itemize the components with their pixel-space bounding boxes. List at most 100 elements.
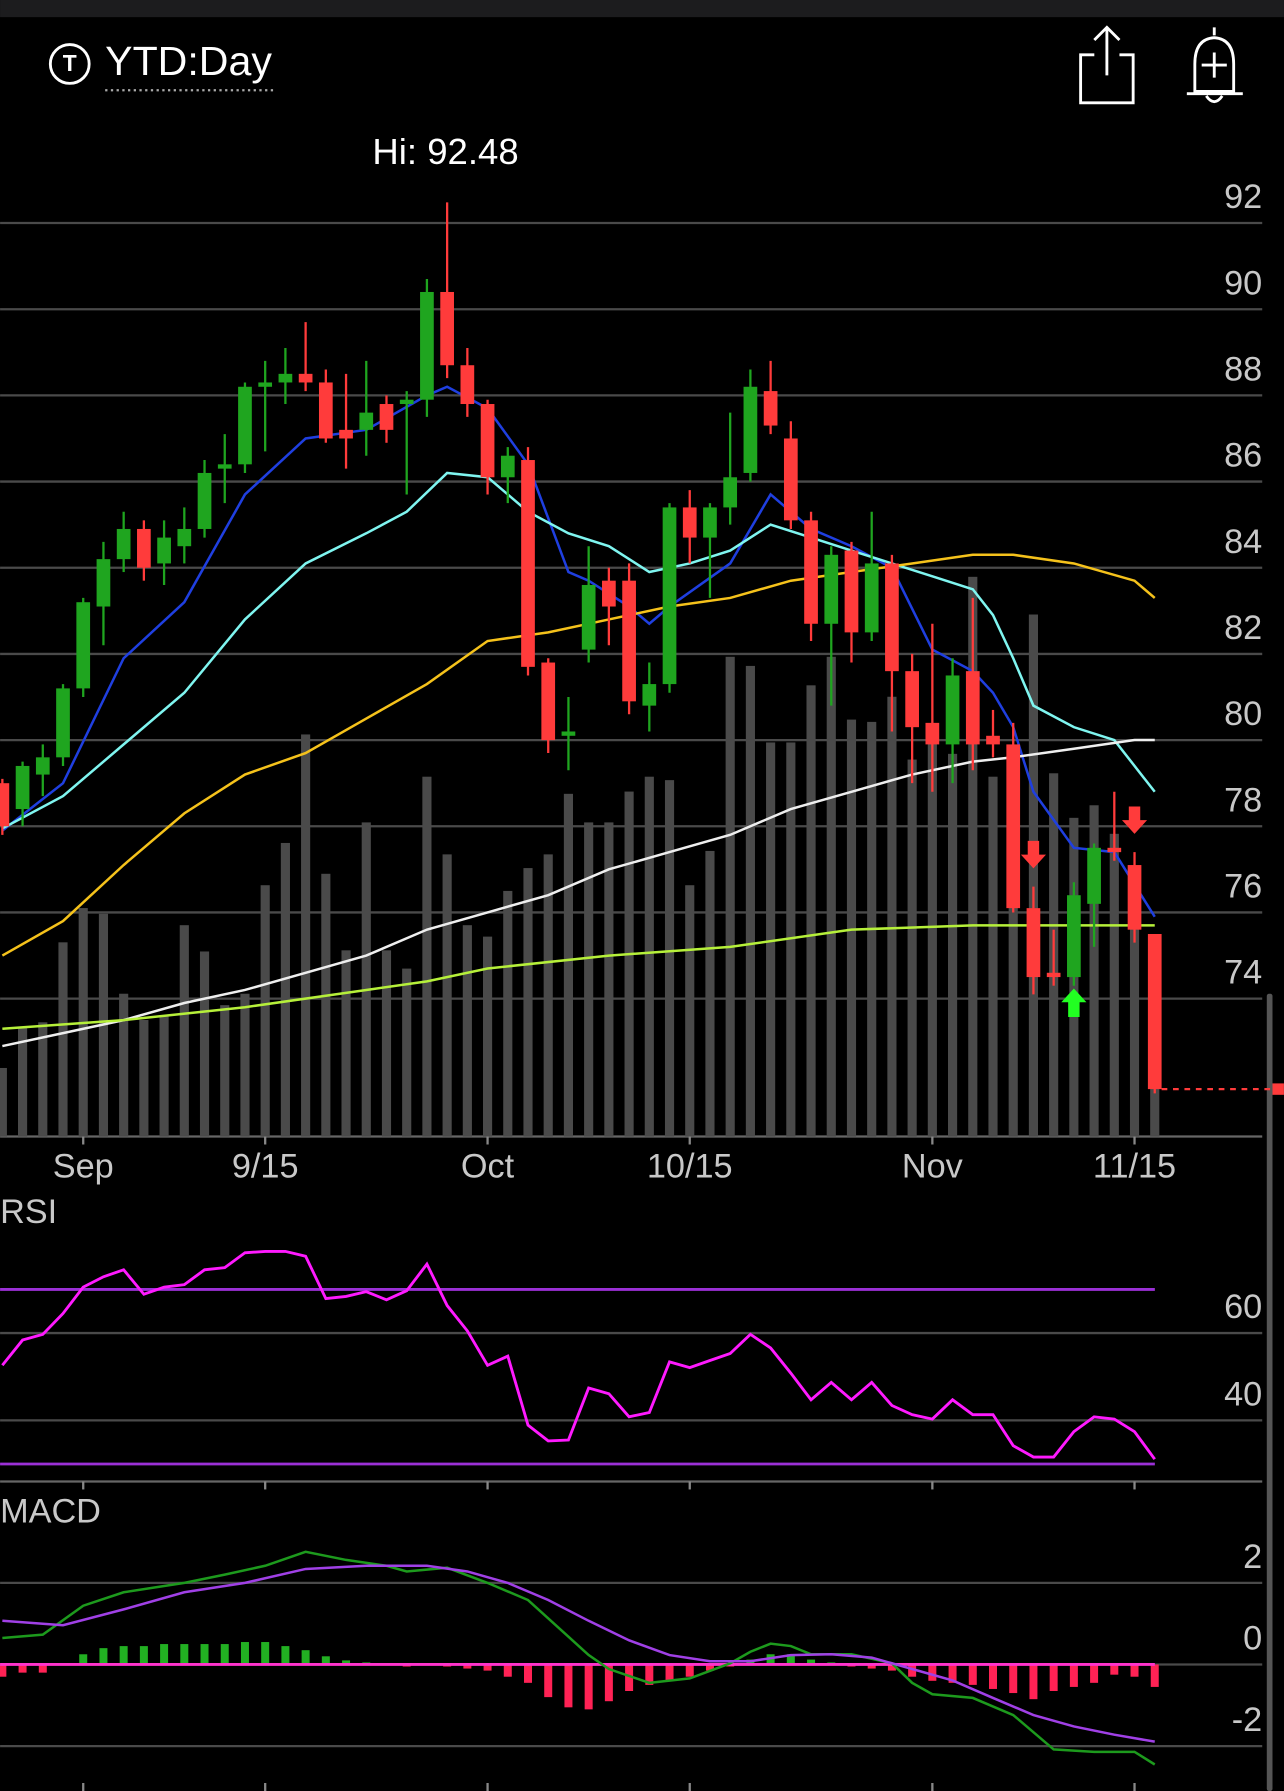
histogram-bar xyxy=(139,1646,148,1665)
histogram-bar xyxy=(342,1660,351,1665)
candle-body xyxy=(298,373,313,383)
volume-bar xyxy=(766,742,776,1137)
candle-body xyxy=(480,404,495,478)
volume-bar xyxy=(503,890,513,1137)
candle-body xyxy=(541,662,556,741)
volume-bar xyxy=(18,1027,28,1137)
candle-body xyxy=(379,404,394,430)
indicator-line xyxy=(2,924,1155,1031)
histogram-bar xyxy=(1090,1664,1099,1683)
volume-bar xyxy=(745,665,755,1137)
last-price-tag xyxy=(1272,1083,1284,1095)
volume-bar xyxy=(442,854,452,1137)
histogram-bar xyxy=(604,1664,613,1702)
y-tick-label: 40 xyxy=(1224,1375,1262,1413)
histogram-bar xyxy=(160,1644,169,1665)
volume-bar xyxy=(1008,799,1018,1137)
volume-bar xyxy=(199,951,210,1137)
volume-bar xyxy=(624,791,634,1137)
volume-bar xyxy=(604,822,614,1137)
candle-body xyxy=(15,765,30,810)
candle-body xyxy=(642,684,657,706)
candle-body xyxy=(783,438,798,521)
candle-body xyxy=(763,391,778,426)
y-tick-label: 80 xyxy=(1224,695,1262,733)
indicator-line xyxy=(2,1550,1156,1766)
candle-body xyxy=(1087,847,1101,904)
candle-body xyxy=(258,382,273,387)
histogram-bar xyxy=(928,1664,937,1681)
volume-bar xyxy=(1150,1053,1160,1137)
histogram-bar xyxy=(1029,1664,1038,1700)
histogram-bar xyxy=(807,1659,816,1665)
timeframe-label[interactable]: YTD:Day xyxy=(105,38,272,84)
share-button[interactable] xyxy=(1079,25,1135,105)
volume-bar xyxy=(402,968,412,1137)
volume-bar xyxy=(948,753,958,1137)
volume-bar xyxy=(685,885,695,1137)
candle-body xyxy=(521,460,535,667)
volume-bar xyxy=(260,885,270,1137)
histogram-bar xyxy=(463,1664,472,1669)
candle-body xyxy=(602,580,616,607)
histogram-bar xyxy=(18,1664,27,1673)
candle-body xyxy=(137,528,151,568)
histogram-bar xyxy=(38,1664,47,1673)
candle-body xyxy=(965,671,980,745)
histogram-bar xyxy=(1069,1664,1078,1687)
histogram-bar xyxy=(544,1664,553,1698)
timeframe-button[interactable]: T YTD:Day xyxy=(48,38,275,92)
candle-body xyxy=(157,537,171,564)
histogram-bar xyxy=(665,1664,674,1681)
volume-bar xyxy=(664,780,675,1137)
x-tick-label: Sep xyxy=(53,1148,114,1186)
histogram-bar xyxy=(685,1664,694,1677)
candle-body xyxy=(116,528,131,560)
volume-bar xyxy=(1129,873,1140,1137)
candle-body xyxy=(238,386,252,465)
share-arrow xyxy=(1093,25,1121,76)
y-tick-label: 84 xyxy=(1224,523,1262,561)
candle-body xyxy=(440,291,454,366)
candle-body xyxy=(925,722,940,745)
candle-body xyxy=(885,563,899,672)
candle-body xyxy=(76,602,91,689)
candle-body xyxy=(1026,908,1041,978)
volume-bar xyxy=(968,576,978,1137)
y-tick-label: 2 xyxy=(1243,1538,1262,1576)
rsi-line xyxy=(1,1249,1156,1461)
volume-bar xyxy=(361,822,371,1137)
bell-plus xyxy=(1201,52,1227,78)
candle-body xyxy=(1046,972,1061,978)
share-box xyxy=(1079,53,1135,105)
high-annotation: Hi: 92.48 xyxy=(372,131,518,172)
candle-body xyxy=(177,528,192,547)
histogram-bar xyxy=(1130,1664,1139,1677)
macd-title: MACD xyxy=(0,1492,101,1530)
indicator-line xyxy=(2,1564,1155,1743)
histogram-bar xyxy=(261,1642,270,1665)
y-tick-label: 90 xyxy=(1224,264,1262,302)
candle-body xyxy=(622,580,636,702)
candle-body xyxy=(945,675,960,745)
histogram-bar xyxy=(1009,1664,1018,1694)
volume-bar xyxy=(422,776,432,1137)
histogram-bar xyxy=(0,1664,7,1677)
volume-bar xyxy=(806,685,816,1137)
candle-body xyxy=(682,507,697,538)
histogram-bar xyxy=(989,1664,998,1689)
y-tick-label: 86 xyxy=(1224,437,1262,475)
candle-body xyxy=(197,472,212,529)
candle-body xyxy=(844,550,859,633)
timeframe-icon xyxy=(48,43,91,85)
x-tick-label: 10/15 xyxy=(647,1148,733,1186)
volume-bar xyxy=(58,942,68,1137)
volume-bar xyxy=(644,776,654,1137)
alert-button[interactable] xyxy=(1186,27,1243,104)
candle-body xyxy=(420,291,434,400)
y-tick-label: 74 xyxy=(1224,954,1262,992)
histogram-bar xyxy=(301,1650,310,1665)
volume-bar xyxy=(341,950,351,1137)
candle-body xyxy=(864,563,879,633)
